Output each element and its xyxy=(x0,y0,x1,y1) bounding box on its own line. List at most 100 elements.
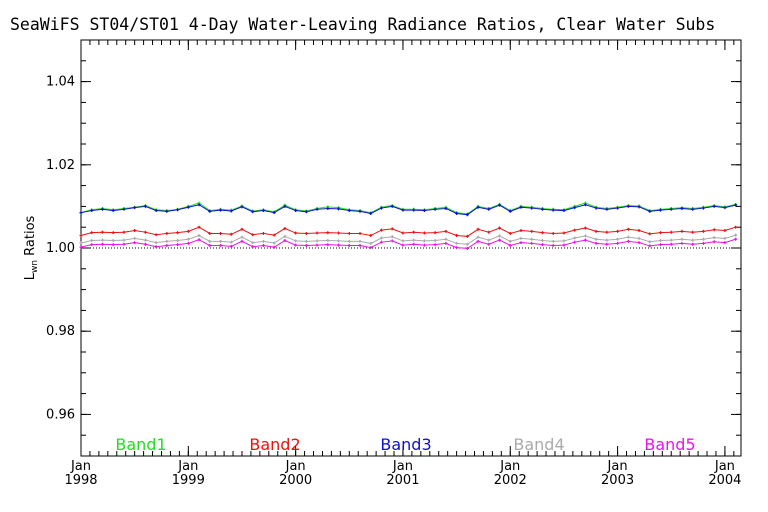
y-tick-label: 1.00 xyxy=(46,241,75,256)
y-tick-label: 1.02 xyxy=(46,158,75,173)
data-point xyxy=(701,237,705,241)
series-line xyxy=(80,226,736,237)
data-point xyxy=(379,236,383,240)
data-point xyxy=(208,209,212,213)
data-point xyxy=(176,208,180,212)
data-point xyxy=(283,239,287,243)
data-point xyxy=(691,242,695,246)
data-point xyxy=(272,211,276,215)
data-point xyxy=(143,238,147,242)
data-point xyxy=(605,207,609,211)
x-tick-year: 2000 xyxy=(279,473,312,488)
data-point xyxy=(272,241,276,245)
data-point xyxy=(487,207,491,211)
data-point xyxy=(294,243,298,247)
data-point xyxy=(444,206,448,210)
data-point xyxy=(401,208,405,212)
legend: Band1 Band2 Band3 Band4 Band5 xyxy=(115,435,695,454)
data-point xyxy=(165,239,169,243)
data-point xyxy=(154,233,158,237)
data-point xyxy=(422,231,426,235)
x-tick-month: Jan xyxy=(177,459,198,474)
data-point xyxy=(573,206,577,210)
data-point xyxy=(583,238,587,242)
data-point xyxy=(573,236,577,240)
data-point xyxy=(540,243,544,247)
data-point xyxy=(294,209,298,213)
data-point xyxy=(712,204,716,208)
data-point xyxy=(369,246,373,250)
chart-title: SeaWiFS ST04/ST01 4-Day Water-Leaving Ra… xyxy=(10,15,715,34)
data-point xyxy=(530,206,534,210)
data-point xyxy=(530,229,534,233)
data-point xyxy=(165,244,169,248)
data-point xyxy=(369,211,373,215)
data-point xyxy=(122,230,126,234)
data-point xyxy=(530,241,534,245)
data-point xyxy=(723,206,727,210)
data-point xyxy=(583,234,587,238)
data-point xyxy=(422,209,426,213)
data-point xyxy=(540,231,544,235)
data-point xyxy=(723,236,727,240)
data-point xyxy=(122,242,126,246)
data-point xyxy=(659,208,663,212)
y-tick-label: 1.04 xyxy=(46,75,75,90)
data-point xyxy=(648,244,652,248)
data-point xyxy=(551,239,555,243)
legend-entry: Band4 xyxy=(513,435,564,454)
data-point xyxy=(379,206,383,210)
data-point xyxy=(100,242,104,246)
data-point xyxy=(304,231,308,235)
data-point xyxy=(401,239,405,243)
data-point xyxy=(465,242,469,246)
data-point xyxy=(680,241,684,245)
data-point xyxy=(122,238,126,242)
data-point xyxy=(208,244,212,248)
data-point xyxy=(669,238,673,242)
data-point xyxy=(219,244,223,248)
data-point xyxy=(562,243,566,247)
data-point xyxy=(734,203,738,207)
data-point xyxy=(701,206,705,210)
data-point xyxy=(111,209,115,213)
svg-text:Lwn Ratios: Lwn Ratios xyxy=(23,215,40,280)
data-point xyxy=(379,240,383,244)
data-point xyxy=(412,208,416,212)
data-point xyxy=(261,244,265,248)
data-point xyxy=(594,206,598,210)
data-point xyxy=(626,227,630,231)
data-point xyxy=(337,239,341,243)
data-point xyxy=(412,242,416,246)
data-point xyxy=(734,225,738,229)
data-point xyxy=(605,242,609,246)
data-point xyxy=(358,244,362,248)
data-point xyxy=(390,227,394,231)
data-point xyxy=(154,241,158,245)
data-point xyxy=(508,231,512,235)
data-point xyxy=(626,204,630,208)
data-point xyxy=(637,241,641,245)
data-point xyxy=(240,227,244,231)
data-point xyxy=(637,205,641,209)
data-point xyxy=(616,229,620,233)
x-tick-month: Jan xyxy=(392,459,413,474)
data-point xyxy=(498,203,502,207)
data-point xyxy=(476,239,480,243)
data-point xyxy=(251,245,255,249)
data-point xyxy=(197,225,201,229)
data-point xyxy=(369,234,373,238)
data-point xyxy=(347,231,351,235)
data-point xyxy=(390,204,394,208)
data-point xyxy=(283,226,287,230)
data-point xyxy=(219,231,223,235)
y-axis-label: Lwn Ratios xyxy=(23,215,40,280)
data-point xyxy=(379,228,383,232)
data-point xyxy=(648,209,652,213)
data-point xyxy=(487,242,491,246)
series-line xyxy=(80,238,736,249)
data-point xyxy=(165,231,169,235)
data-point xyxy=(530,237,534,241)
data-point xyxy=(304,210,308,214)
